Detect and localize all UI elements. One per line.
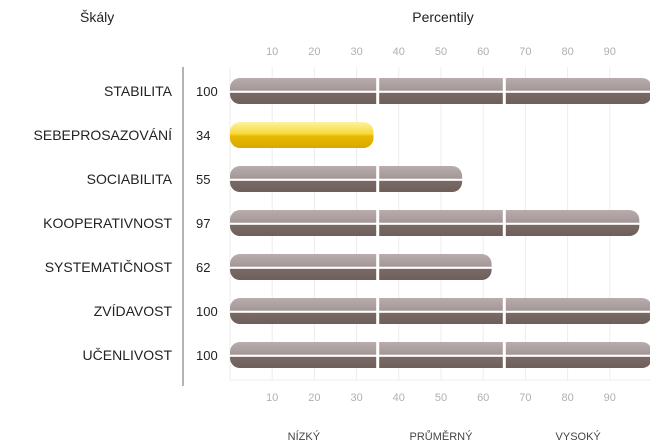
band-label: VYSOKÝ xyxy=(556,430,602,443)
category-label: KOOPERATIVNOST xyxy=(43,215,172,231)
tick-label-bottom: 50 xyxy=(435,392,447,404)
tick-label-bottom: 30 xyxy=(350,392,362,404)
bar xyxy=(230,210,640,236)
category-label: ZVÍDAVOST xyxy=(94,303,173,319)
tick-label-top: 30 xyxy=(350,46,362,58)
tick-label-top: 60 xyxy=(477,46,489,58)
bar xyxy=(230,78,650,104)
value-label: 55 xyxy=(196,172,210,187)
tick-label-top: 90 xyxy=(604,46,616,58)
tick-label-top: 70 xyxy=(519,46,531,58)
band-label: PRŮMĚRNÝ xyxy=(410,430,474,443)
tick-label-top: 50 xyxy=(435,46,447,58)
bar xyxy=(230,166,463,192)
tick-label-bottom: 40 xyxy=(393,392,405,404)
bar xyxy=(230,342,650,368)
tick-label-bottom: 60 xyxy=(477,392,489,404)
tick-label-bottom: 80 xyxy=(561,392,573,404)
tick-label-top: 10 xyxy=(266,46,278,58)
band-label: NÍZKÝ xyxy=(288,430,321,443)
bar-segment-gap xyxy=(376,209,380,237)
bar-segment-gap xyxy=(376,297,380,325)
bar xyxy=(230,254,492,280)
tick-label-bottom: 70 xyxy=(519,392,531,404)
bar-segment-gap xyxy=(502,77,506,105)
bar-segment-gap xyxy=(502,209,506,237)
value-label: 100 xyxy=(196,84,218,99)
value-label: 100 xyxy=(196,304,218,319)
bar-segment-gap xyxy=(502,297,506,325)
bar xyxy=(230,298,650,324)
value-label: 34 xyxy=(196,128,210,143)
category-label: STABILITA xyxy=(104,83,173,99)
category-label: UČENLIVOST xyxy=(83,347,173,363)
bar-segment-gap xyxy=(376,253,380,281)
plot-area: 10 10 20 20 30 30 40 40 50 50 60 60 70 70 80 80 90 90 NÍZK… xyxy=(34,46,650,443)
value-label: 100 xyxy=(196,348,218,363)
tick-label-bottom: 90 xyxy=(604,392,616,404)
tick-label-top: 80 xyxy=(561,46,573,58)
category-label: SEBEPROSAZOVÁNÍ xyxy=(34,127,173,143)
value-label: 62 xyxy=(196,260,210,275)
value-label: 97 xyxy=(196,216,210,231)
category-label: SYSTEMATIČNOST xyxy=(45,259,173,275)
tick-label-bottom: 10 xyxy=(266,392,278,404)
scales-header: Škály xyxy=(80,9,114,25)
bar-segment-gap xyxy=(376,165,380,193)
bar-segment-gap xyxy=(376,341,380,369)
bar-highlighted xyxy=(230,122,374,148)
percentiles-header: Percentily xyxy=(412,9,473,25)
bar-segment-gap xyxy=(502,341,506,369)
tick-label-top: 40 xyxy=(393,46,405,58)
tick-label-bottom: 20 xyxy=(308,392,320,404)
tick-label-top: 20 xyxy=(308,46,320,58)
category-label: SOCIABILITA xyxy=(87,171,173,187)
bar-segment-gap xyxy=(376,77,380,105)
